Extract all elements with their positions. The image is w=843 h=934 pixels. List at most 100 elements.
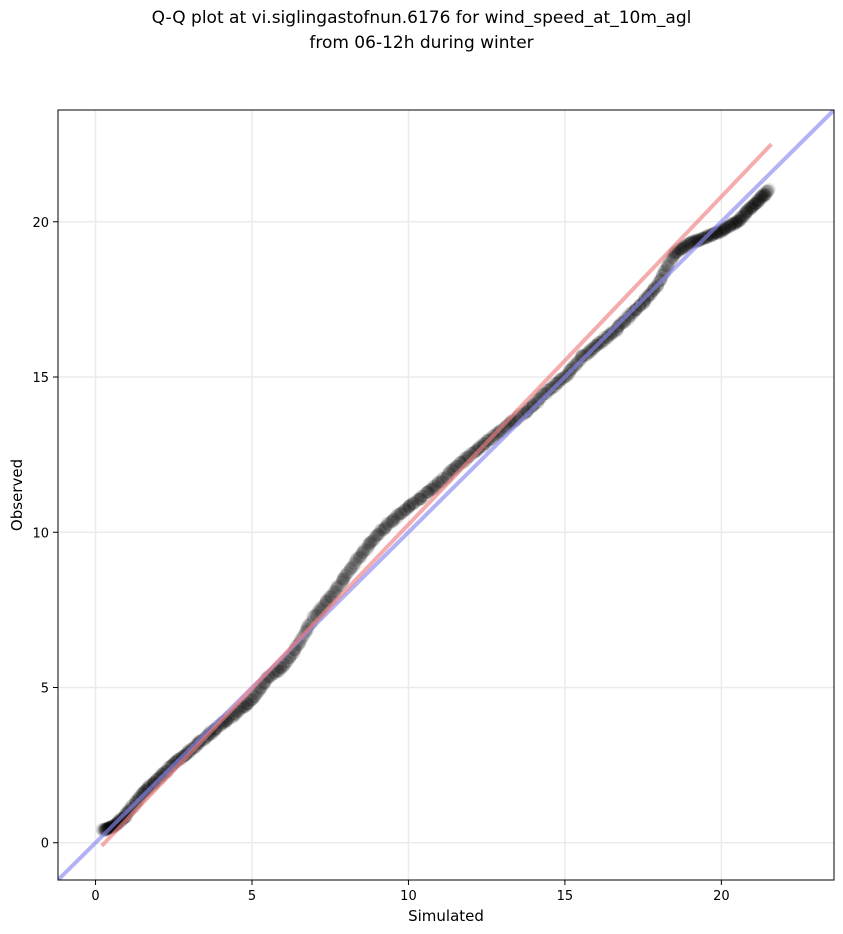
qq-point xyxy=(598,333,612,347)
qq-point xyxy=(378,522,392,536)
qq-point xyxy=(526,399,540,413)
qq-point xyxy=(679,240,693,254)
qq-point xyxy=(336,572,350,586)
qq-point xyxy=(393,507,407,521)
qq-point xyxy=(628,303,642,317)
qq-point xyxy=(327,584,341,598)
qq-point xyxy=(385,514,399,528)
qq-point xyxy=(253,684,267,698)
qq-point xyxy=(431,475,445,489)
qq-point xyxy=(575,350,589,364)
qq-point xyxy=(247,690,261,704)
qq-point xyxy=(757,188,771,202)
qq-point xyxy=(616,316,630,330)
qq-point xyxy=(724,218,738,232)
qq-point xyxy=(135,787,149,801)
qq-point xyxy=(517,407,531,421)
qq-point xyxy=(421,485,435,499)
qq-point xyxy=(760,184,774,198)
qq-point xyxy=(716,224,730,238)
qq-point xyxy=(742,202,756,216)
y-tick-label: 0 xyxy=(41,837,49,852)
qq-point xyxy=(717,222,731,236)
qq-point xyxy=(407,496,421,510)
qq-point xyxy=(330,579,344,593)
qq-point xyxy=(352,551,366,565)
qq-point xyxy=(423,484,437,498)
qq-point xyxy=(341,565,355,579)
qq-point xyxy=(661,257,675,271)
qq-point xyxy=(343,562,357,576)
qq-point xyxy=(736,210,750,224)
qq-point xyxy=(746,198,760,212)
qq-point xyxy=(443,464,457,478)
qq-point xyxy=(730,214,744,228)
y-axis-label: Observed xyxy=(8,459,26,531)
qq-point xyxy=(738,209,752,223)
qq-point xyxy=(749,196,763,210)
qq-point xyxy=(727,216,741,230)
qq-point xyxy=(729,215,743,229)
qq-point xyxy=(604,328,618,342)
qq-point xyxy=(755,189,769,203)
qq-point xyxy=(750,193,764,207)
qq-point xyxy=(742,202,756,216)
qq-point xyxy=(718,222,732,236)
qq-point xyxy=(733,212,747,226)
qq-point xyxy=(371,527,385,541)
qq-point xyxy=(372,527,386,541)
qq-point xyxy=(245,693,259,707)
qq-point xyxy=(401,501,415,515)
qq-point xyxy=(244,693,258,707)
qq-point xyxy=(414,489,428,503)
qq-point xyxy=(319,593,333,607)
qq-point xyxy=(330,581,344,595)
qq-point xyxy=(740,205,754,219)
qq-point xyxy=(732,214,746,228)
qq-point xyxy=(421,485,435,499)
qq-point xyxy=(681,238,695,252)
qq-point xyxy=(364,535,378,549)
qq-point xyxy=(468,444,482,458)
qq-point xyxy=(136,785,150,799)
qq-point xyxy=(354,548,368,562)
qq-point xyxy=(521,404,535,418)
qq-point xyxy=(664,255,678,269)
qq-point xyxy=(654,272,668,286)
qq-point xyxy=(336,574,350,588)
qq-point xyxy=(751,193,765,207)
qq-point xyxy=(330,581,344,595)
qq-point xyxy=(367,533,381,547)
qq-point xyxy=(394,507,408,521)
qq-point xyxy=(397,504,411,518)
qq-point xyxy=(349,557,363,571)
qq-point xyxy=(237,700,251,714)
qq-point xyxy=(735,212,749,226)
qq-point xyxy=(414,492,428,506)
qq-point xyxy=(356,546,370,560)
qq-point xyxy=(694,231,708,245)
qq-point xyxy=(731,215,745,229)
qq-point xyxy=(714,225,728,239)
chart-title-line-2: from 06-12h during winter xyxy=(309,33,534,53)
qq-point xyxy=(676,240,690,254)
qq-point xyxy=(240,697,254,711)
qq-point xyxy=(348,554,362,568)
qq-point xyxy=(370,529,384,543)
qq-point xyxy=(677,239,691,253)
qq-point xyxy=(385,514,399,528)
qq-point xyxy=(244,693,258,707)
x-tick-label: 10 xyxy=(400,889,417,904)
qq-point xyxy=(363,536,377,550)
qq-point xyxy=(729,216,743,230)
qq-point xyxy=(345,560,359,574)
qq-point xyxy=(762,183,776,197)
qq-point xyxy=(544,380,558,394)
x-tick-label: 0 xyxy=(91,889,99,904)
qq-point xyxy=(622,309,636,323)
qq-point xyxy=(760,187,774,201)
qq-point xyxy=(402,499,416,513)
qq-point xyxy=(739,206,753,220)
qq-point xyxy=(746,200,760,214)
